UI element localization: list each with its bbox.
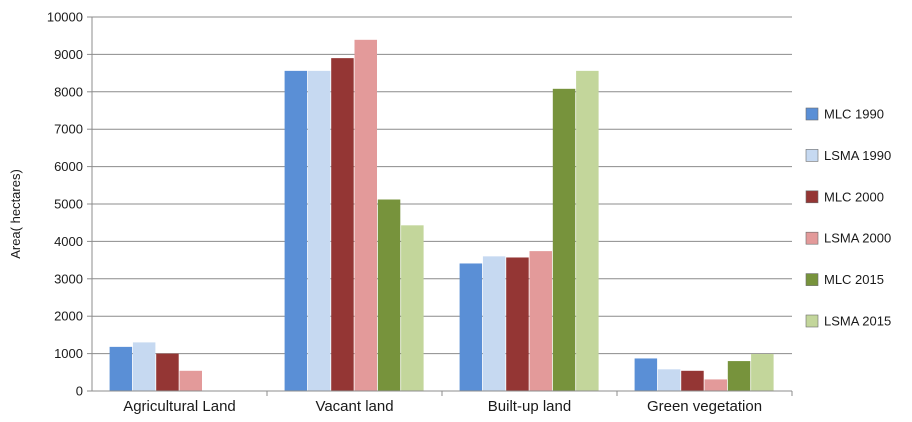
legend-swatch	[805, 107, 819, 121]
bar	[132, 342, 156, 391]
bar	[354, 39, 377, 392]
x-category-label: Green vegetation	[647, 398, 762, 415]
legend-swatch	[805, 273, 819, 286]
bar	[331, 58, 354, 391]
bar	[307, 70, 331, 392]
bar	[634, 358, 658, 391]
bar	[751, 353, 774, 391]
axes	[87, 16, 793, 396]
legend-label: MLC 2000	[824, 189, 884, 204]
legend-swatch	[805, 190, 819, 204]
y-tick-label: 4000	[54, 234, 83, 249]
y-tick-label: 3000	[54, 271, 83, 286]
bar	[576, 70, 599, 392]
bar	[681, 370, 704, 391]
bar	[704, 379, 727, 391]
y-tick-label: 2000	[54, 309, 83, 324]
gridlines	[92, 16, 792, 355]
y-tick-label: 9000	[54, 47, 83, 62]
y-tick-label: 6000	[54, 159, 83, 174]
x-category-label: Agricultural Land	[123, 398, 236, 415]
y-tick-label: 8000	[54, 84, 83, 99]
y-tick-label: 5000	[54, 197, 83, 212]
legend-label: MLC 1990	[824, 107, 884, 122]
bars	[109, 39, 774, 392]
bar	[284, 70, 308, 392]
legend-label: LSMA 2015	[824, 314, 891, 329]
bar	[179, 370, 202, 391]
y-tick-label: 10000	[47, 10, 83, 25]
bar	[482, 256, 506, 391]
y-tick-label: 0	[76, 384, 83, 399]
legend-swatch	[805, 149, 819, 162]
bar	[459, 263, 483, 391]
bar	[401, 225, 424, 391]
legend: MLC 1990 LSMA 1990 MLC 2000 LSMA 2000 MLC 20…	[805, 107, 891, 329]
bar	[529, 251, 552, 391]
legend-label: MLC 2015	[824, 272, 884, 287]
x-category-labels: Agricultural Land Vacant land Built-up lan…	[123, 398, 762, 415]
y-tick-label: 1000	[54, 346, 83, 361]
bar	[377, 199, 401, 391]
legend-swatch	[805, 314, 819, 328]
x-category-label: Built-up land	[488, 398, 571, 415]
y-tick-label: 7000	[54, 122, 83, 137]
x-category-label: Vacant land	[315, 398, 393, 415]
legend-label: LSMA 2000	[824, 231, 891, 246]
legend-swatch	[805, 231, 819, 245]
bar	[506, 257, 529, 391]
bar	[657, 369, 681, 391]
legend-label: LSMA 1990	[824, 148, 891, 163]
bar	[156, 353, 179, 391]
bar	[552, 88, 576, 391]
y-tick-labels: 0 1000 2000 3000 4000 5000 6000 7000 8000 9000 100…	[47, 10, 83, 399]
bar	[727, 361, 751, 391]
y-axis-title: Area( hectares)	[8, 169, 23, 259]
bar	[109, 346, 133, 391]
